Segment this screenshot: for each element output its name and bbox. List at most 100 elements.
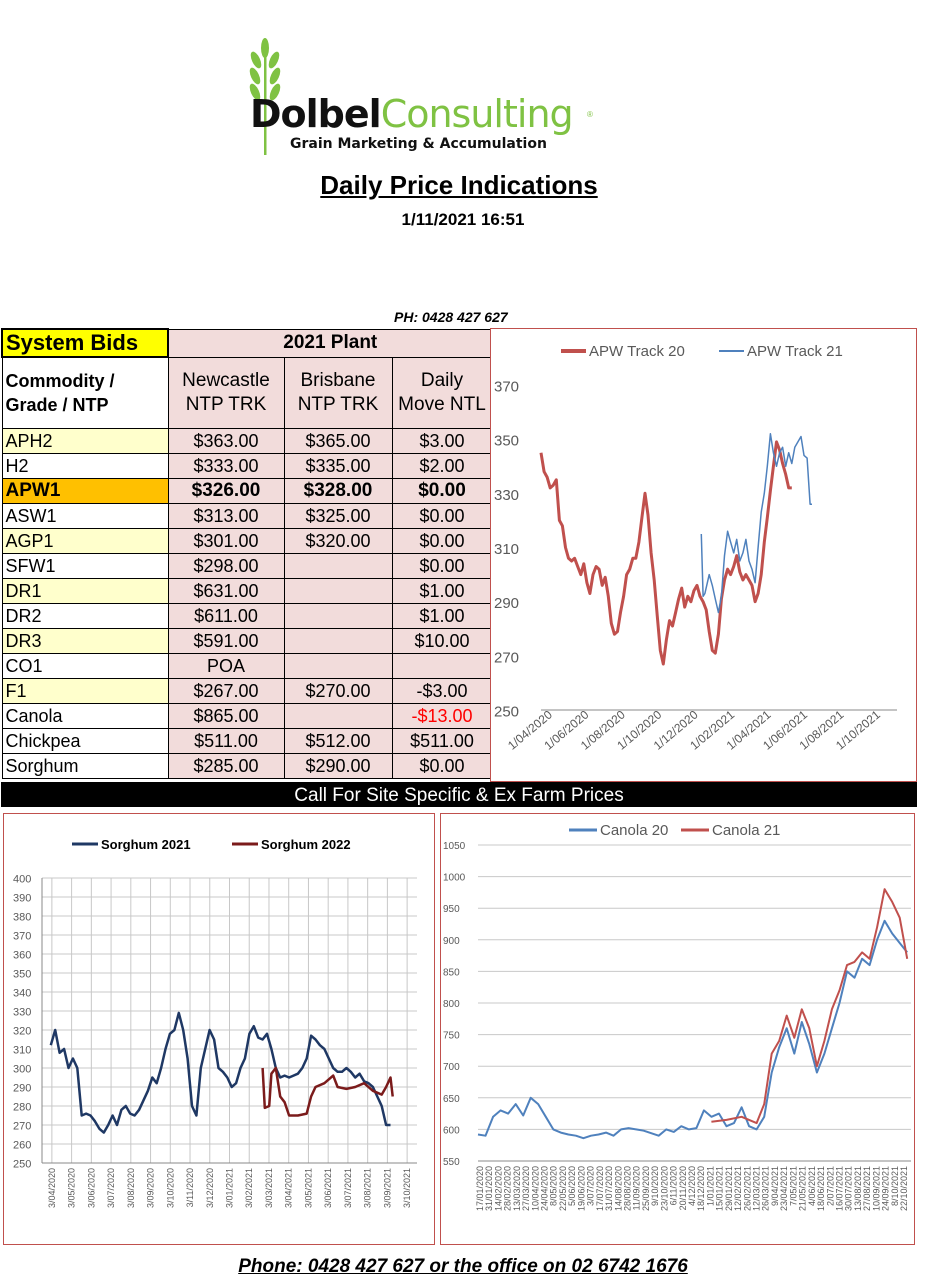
y-tick-label: 850 [443,967,460,978]
y-tick-label: 950 [443,904,460,915]
x-tick-label: 3/01/2021 [225,1168,235,1208]
daily-move-cell: $511.00 [391,728,493,754]
brand-registered-mark: ® [587,110,593,119]
daily-move-cell: $0.00 [391,478,493,504]
commodity-cell: SFW1 [1,553,169,579]
commodity-cell: F1 [1,678,169,704]
x-tick-label: 17/07/2020 [595,1166,605,1211]
table-row: APW1 $326.00 $328.00 $0.00 [1,478,493,504]
brisbane-price-cell: $512.00 [283,728,393,754]
y-tick-label: 340 [13,988,31,1000]
table-row: Canola $865.00 -$13.00 [1,703,493,729]
brisbane-price-cell [283,553,393,579]
x-tick-label: 28/08/2020 [622,1166,632,1211]
table-row: H2 $333.00 $335.00 $2.00 [1,453,493,479]
newcastle-header-line1: Newcastle [182,369,270,391]
y-tick-label: 350 [494,433,519,450]
commodity-cell: DR2 [1,603,169,629]
y-tick-label: 1050 [443,841,466,852]
legend-label-2: APW Track 21 [747,343,843,360]
x-tick-label: 13/08/2021 [853,1166,863,1211]
series-line-1 [477,919,908,1140]
daily-move-cell: $0.00 [391,753,493,779]
brisbane-price-cell: $320.00 [283,528,393,554]
sorghum-chart-frame: 250 260 270 280 290 300 310 320 330 340 350 360 370 3… [3,813,435,1245]
price-rows: APH2 $363.00 $365.00 $3.00 H2 $333.00 $335.00 $… [1,428,493,779]
y-tick-label: 390 [13,893,31,905]
brand-tagline: Grain Marketing & Accumulation [290,136,547,152]
table-row: ASW1 $313.00 $325.00 $0.00 [1,503,493,529]
y-tick-label: 250 [494,704,519,721]
x-tick-label: 23/04/2021 [779,1166,789,1211]
x-tick-label: 27/08/2021 [862,1166,872,1211]
daily-move-header-line2: Move NTL [398,393,486,415]
brisbane-price-cell [283,653,393,679]
commodity-cell: DR3 [1,628,169,654]
newcastle-header-line2: NTP TRK [185,393,267,415]
table-row: DR1 $631.00 $1.00 [1,578,493,604]
brisbane-price-cell [283,578,393,604]
newcastle-price-cell: $313.00 [167,503,285,529]
sorghum-chart: 250 260 270 280 290 300 310 320 330 340 350 360 370 3… [13,837,417,1208]
legend-label-1: APW Track 20 [589,343,685,360]
logo-wheat-icon [249,38,281,155]
commodity-header-line2: Grade / NTP [5,395,109,415]
commodity-cell: DR1 [1,578,169,604]
price-table: System Bids 2021 Plant Commodity / Grade … [1,328,493,779]
newcastle-price-cell: POA [167,653,285,679]
x-tick-label: 3/09/2021 [382,1168,392,1208]
brisbane-price-cell: $290.00 [283,753,393,779]
x-tick-label: 3/05/2021 [303,1168,313,1208]
commodity-header-line1: Commodity / [5,371,115,391]
x-tick-label: 26/03/2021 [761,1166,771,1211]
daily-move-cell: $10.00 [391,628,493,654]
x-tick-label: 23/10/2020 [659,1166,669,1211]
newcastle-price-cell: $631.00 [167,578,285,604]
x-tick-label: 14/08/2020 [613,1166,623,1211]
daily-move-cell: $0.00 [391,553,493,579]
page-title-text: Daily Price Indications [320,170,598,200]
x-tick-label: 10/09/2021 [871,1166,881,1211]
y-tick-label: 330 [13,1007,31,1019]
commodity-cell: APW1 [1,478,169,504]
brisbane-price-cell: $335.00 [283,453,393,479]
daily-move-cell: $1.00 [391,603,493,629]
newcastle-price-cell: $865.00 [167,703,285,729]
commodity-cell: APH2 [1,428,169,454]
brisbane-header-line1: Brisbane [300,369,376,391]
canola-chart-frame: 550 600 650 700 750 800 850 900 950 1000 1050 17/01… [440,813,915,1245]
x-tick-label: 3/03/2021 [264,1168,274,1208]
x-tick-label: 5/06/2020 [567,1166,577,1206]
daily-move-cell: -$13.00 [391,703,493,729]
brand-name: DolbelConsulting [250,92,574,136]
legend-label-2: Canola 21 [712,822,780,839]
x-tick-label: 3/06/2020 [86,1168,96,1208]
x-tick-label: 19/06/2020 [576,1166,586,1211]
x-tick-label: 3/08/2021 [363,1168,373,1208]
daily-move-cell: -$3.00 [391,678,493,704]
y-tick-label: 1000 [443,873,466,884]
commodity-cell: Sorghum [1,753,169,779]
commodity-cell: Canola [1,703,169,729]
x-tick-label: 21/05/2021 [798,1166,808,1211]
footer-phone: Phone: 0428 427 627 or the office on 02 … [238,1256,688,1277]
legend-label-2: Sorghum 2022 [261,837,351,852]
x-tick-label: 10/04/2020 [530,1166,540,1211]
brisbane-price-cell: $270.00 [283,678,393,704]
x-tick-label: 8/05/2020 [549,1166,559,1206]
daily-move-cell: $1.00 [391,578,493,604]
canola-chart: 550 600 650 700 750 800 850 900 950 1000 1050 17/01… [443,822,911,1211]
x-tick-label: 25/09/2020 [641,1166,651,1211]
newcastle-price-cell: $301.00 [167,528,285,554]
x-tick-label: 24/04/2020 [540,1166,550,1211]
table-row: Chickpea $511.00 $512.00 $511.00 [1,728,493,754]
table-row: SFW1 $298.00 $0.00 [1,553,493,579]
brisbane-price-cell: $328.00 [283,478,393,504]
system-bids-label: System Bids [1,328,169,358]
x-tick-label: 31/07/2020 [604,1166,614,1211]
x-tick-label: 3/08/2020 [126,1168,136,1208]
table-row: APH2 $363.00 $365.00 $3.00 [1,428,493,454]
phone-top: PH: 0428 427 627 [394,309,508,325]
plant-header: 2021 Plant [167,328,493,358]
y-tick-label: 320 [13,1026,31,1038]
